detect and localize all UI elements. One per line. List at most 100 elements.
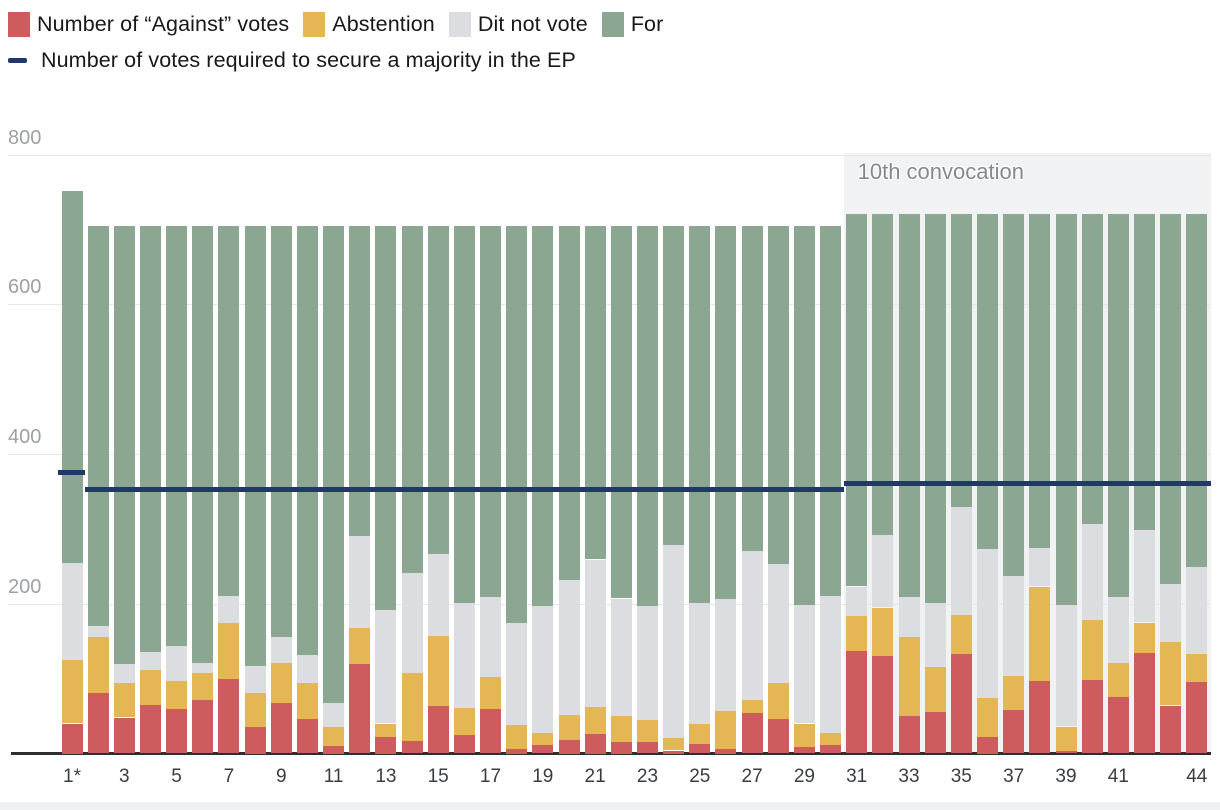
- bar-34-segment-did-not-vote[interactable]: [924, 603, 946, 668]
- bar-7-segment-for[interactable]: [218, 225, 240, 597]
- bar-42-segment-did-not-vote[interactable]: [1133, 529, 1155, 623]
- bar-26-segment-abstention[interactable]: [715, 710, 737, 749]
- bar-24-segment-abstention[interactable]: [663, 737, 685, 751]
- bar-33-segment-against[interactable]: [898, 716, 920, 754]
- bar-33-segment-abstention[interactable]: [898, 636, 920, 717]
- bar-34-segment-for[interactable]: [924, 214, 946, 603]
- bar-42-segment-against[interactable]: [1133, 653, 1155, 754]
- bar-27-segment-for[interactable]: [741, 225, 763, 551]
- bar-30-segment-for[interactable]: [820, 225, 842, 597]
- bar-5-segment-did-not-vote[interactable]: [166, 646, 188, 681]
- bar-31-segment-did-not-vote[interactable]: [846, 586, 868, 616]
- bar-6-segment-abstention[interactable]: [192, 672, 214, 700]
- bar-28-segment-did-not-vote[interactable]: [767, 564, 789, 684]
- bar-41-segment-abstention[interactable]: [1107, 662, 1129, 697]
- bar-28-segment-for[interactable]: [767, 225, 789, 564]
- bar-2-segment-abstention[interactable]: [87, 637, 109, 693]
- bar-42-segment-abstention[interactable]: [1133, 622, 1155, 654]
- bar-7-segment-did-not-vote[interactable]: [218, 596, 240, 624]
- bar-29-segment-abstention[interactable]: [793, 723, 815, 747]
- bar-20-segment-against[interactable]: [558, 740, 580, 754]
- bar-5-segment-for[interactable]: [166, 225, 188, 647]
- bar-31-segment-against[interactable]: [846, 650, 868, 754]
- bar-12-segment-against[interactable]: [349, 664, 371, 754]
- bar-21-segment-did-not-vote[interactable]: [584, 559, 606, 708]
- bar-24-segment-against[interactable]: [663, 750, 685, 754]
- bar-17-segment-did-not-vote[interactable]: [480, 597, 501, 678]
- bar-17-segment-against[interactable]: [480, 709, 501, 754]
- bar-12-segment-for[interactable]: [349, 225, 371, 537]
- bar-3-segment-for[interactable]: [113, 225, 135, 664]
- bar-12-segment-did-not-vote[interactable]: [349, 536, 371, 628]
- bar-43-segment-against[interactable]: [1160, 705, 1182, 754]
- bar-9-segment-abstention[interactable]: [270, 662, 292, 703]
- bar-29-segment-did-not-vote[interactable]: [793, 605, 815, 724]
- bar-6-segment-for[interactable]: [192, 225, 214, 663]
- bar-20-segment-abstention[interactable]: [558, 715, 580, 740]
- bar-24-segment-did-not-vote[interactable]: [663, 544, 685, 738]
- bar-25-segment-against[interactable]: [689, 743, 711, 754]
- bar-10-segment-did-not-vote[interactable]: [296, 654, 318, 684]
- bar-13-segment-for[interactable]: [375, 225, 397, 610]
- bar-32-segment-abstention[interactable]: [872, 607, 894, 657]
- bar-17-segment-for[interactable]: [480, 225, 501, 597]
- bar-18-segment-abstention[interactable]: [506, 725, 528, 749]
- bar-22-segment-against[interactable]: [610, 741, 632, 754]
- bar-26-segment-did-not-vote[interactable]: [715, 599, 737, 711]
- bar-2-segment-against[interactable]: [87, 692, 109, 754]
- bar-9-segment-against[interactable]: [270, 702, 292, 754]
- bar-7-segment-abstention[interactable]: [218, 623, 240, 679]
- bar-27-segment-did-not-vote[interactable]: [741, 550, 763, 700]
- bar-11-segment-for[interactable]: [323, 225, 345, 703]
- bar-21-segment-against[interactable]: [584, 734, 606, 754]
- bar-36-segment-for[interactable]: [977, 214, 998, 550]
- bar-3-segment-against[interactable]: [113, 717, 135, 754]
- bar-40-segment-did-not-vote[interactable]: [1081, 523, 1103, 621]
- bar-23-segment-abstention[interactable]: [637, 719, 658, 743]
- bar-13-segment-did-not-vote[interactable]: [375, 609, 397, 724]
- bar-43-segment-did-not-vote[interactable]: [1160, 584, 1182, 642]
- bar-11-segment-abstention[interactable]: [323, 726, 345, 746]
- bar-30-segment-abstention[interactable]: [820, 732, 842, 746]
- bar-39-segment-for[interactable]: [1055, 214, 1077, 606]
- bar-26-segment-for[interactable]: [715, 225, 737, 600]
- bar-2-segment-did-not-vote[interactable]: [87, 626, 109, 638]
- bar-8-segment-did-not-vote[interactable]: [244, 665, 266, 693]
- bar-36-segment-abstention[interactable]: [977, 698, 998, 737]
- bar-4-segment-for[interactable]: [140, 225, 161, 653]
- bar-1-segment-did-not-vote[interactable]: [61, 562, 83, 660]
- bar-4-segment-did-not-vote[interactable]: [140, 652, 161, 670]
- bar-41-segment-did-not-vote[interactable]: [1107, 597, 1129, 663]
- bar-29-segment-against[interactable]: [793, 746, 815, 754]
- bar-18-segment-against[interactable]: [506, 749, 528, 754]
- bar-5-segment-abstention[interactable]: [166, 680, 188, 709]
- bar-37-segment-for[interactable]: [1003, 214, 1025, 576]
- bar-39-segment-did-not-vote[interactable]: [1055, 605, 1077, 727]
- bar-36-segment-against[interactable]: [977, 737, 998, 754]
- bar-25-segment-did-not-vote[interactable]: [689, 603, 711, 724]
- bar-39-segment-abstention[interactable]: [1055, 726, 1077, 752]
- bar-44-segment-did-not-vote[interactable]: [1186, 567, 1208, 654]
- bar-37-segment-against[interactable]: [1003, 710, 1025, 754]
- bar-35-segment-did-not-vote[interactable]: [950, 507, 972, 615]
- bar-9-segment-for[interactable]: [270, 225, 292, 638]
- bar-24-segment-for[interactable]: [663, 225, 685, 545]
- bar-11-segment-did-not-vote[interactable]: [323, 702, 345, 727]
- bar-14-segment-for[interactable]: [401, 225, 423, 573]
- bar-38-segment-did-not-vote[interactable]: [1029, 547, 1051, 587]
- bar-10-segment-abstention[interactable]: [296, 683, 318, 719]
- bar-16-segment-did-not-vote[interactable]: [453, 603, 475, 708]
- bar-40-segment-against[interactable]: [1081, 680, 1103, 754]
- bar-38-segment-for[interactable]: [1029, 214, 1051, 548]
- bar-32-segment-did-not-vote[interactable]: [872, 534, 894, 608]
- bar-18-segment-for[interactable]: [506, 225, 528, 624]
- bar-36-segment-did-not-vote[interactable]: [977, 549, 998, 699]
- bar-21-segment-abstention[interactable]: [584, 707, 606, 735]
- bar-43-segment-for[interactable]: [1160, 214, 1182, 585]
- bar-33-segment-did-not-vote[interactable]: [898, 597, 920, 637]
- bar-12-segment-abstention[interactable]: [349, 627, 371, 665]
- bar-38-segment-against[interactable]: [1029, 680, 1051, 754]
- bar-40-segment-abstention[interactable]: [1081, 620, 1103, 681]
- bar-23-segment-against[interactable]: [637, 742, 658, 754]
- bar-35-segment-abstention[interactable]: [950, 615, 972, 654]
